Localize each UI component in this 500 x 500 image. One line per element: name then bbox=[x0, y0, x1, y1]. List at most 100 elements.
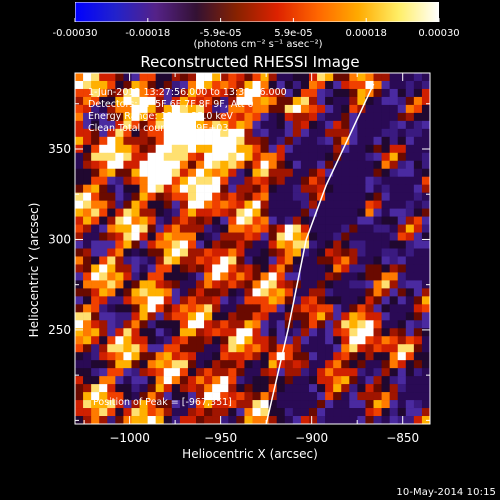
heatmap-cell bbox=[389, 104, 399, 114]
heatmap-cell bbox=[357, 296, 366, 305]
heatmap-cell bbox=[220, 208, 229, 217]
heatmap-cell bbox=[349, 224, 358, 233]
heatmap-cell bbox=[220, 392, 229, 401]
heatmap-cell bbox=[212, 400, 221, 409]
heatmap-cell bbox=[260, 120, 269, 130]
heatmap-cell bbox=[83, 288, 92, 297]
heatmap-cell bbox=[252, 120, 261, 130]
heatmap-cell bbox=[292, 344, 302, 353]
heatmap-cell bbox=[284, 312, 294, 321]
heatmap-cell bbox=[397, 192, 407, 201]
heatmap-cell bbox=[139, 304, 148, 313]
heatmap-cell bbox=[147, 312, 156, 321]
heatmap-cell bbox=[317, 352, 326, 361]
heatmap-cell bbox=[357, 376, 366, 385]
heatmap-cell bbox=[413, 408, 423, 417]
heatmap-cell bbox=[236, 160, 245, 170]
heatmap-cell bbox=[147, 200, 156, 209]
heatmap-cell bbox=[179, 264, 189, 273]
heatmap-cell bbox=[99, 320, 108, 329]
heatmap-cell bbox=[405, 360, 415, 369]
heatmap-cell bbox=[421, 192, 431, 201]
heatmap-cell bbox=[220, 384, 229, 393]
heatmap-cell bbox=[300, 256, 310, 265]
heatmap-cell bbox=[405, 416, 415, 425]
heatmap-cell bbox=[349, 136, 358, 146]
heatmap-cell bbox=[155, 216, 165, 225]
heatmap-cell bbox=[123, 176, 132, 185]
heatmap-cell bbox=[107, 112, 116, 122]
heatmap-cell bbox=[228, 368, 237, 377]
y-tick-label: 350 bbox=[48, 142, 71, 156]
heatmap-cell bbox=[155, 368, 165, 377]
heatmap-cell bbox=[349, 248, 358, 257]
heatmap-cell bbox=[83, 80, 92, 90]
heatmap-cell bbox=[252, 144, 261, 154]
heatmap-cell bbox=[131, 320, 140, 329]
heatmap-cell bbox=[349, 256, 358, 265]
heatmap-cell bbox=[83, 168, 92, 178]
heatmap-cell bbox=[196, 368, 205, 377]
heatmap-cell bbox=[413, 248, 423, 257]
heatmap-cell bbox=[373, 80, 382, 90]
heatmap-cell bbox=[163, 384, 173, 393]
heatmap-cell bbox=[389, 400, 399, 409]
heatmap-cell bbox=[212, 112, 221, 122]
heatmap-cell bbox=[333, 160, 342, 170]
heatmap-cell bbox=[325, 120, 334, 130]
heatmap-cell bbox=[187, 360, 197, 369]
heatmap-cell bbox=[357, 96, 366, 106]
heatmap-cell bbox=[107, 352, 116, 361]
heatmap-cell bbox=[244, 384, 253, 393]
heatmap-cell bbox=[99, 336, 108, 345]
heatmap-cell bbox=[381, 240, 390, 249]
heatmap-cell bbox=[171, 304, 181, 313]
heatmap-cell bbox=[107, 136, 116, 146]
heatmap-cell bbox=[131, 73, 140, 82]
heatmap-cell bbox=[365, 216, 374, 225]
heatmap-cell bbox=[147, 392, 156, 401]
heatmap-cell bbox=[405, 296, 415, 305]
heatmap-cell bbox=[228, 144, 237, 154]
heatmap-cell bbox=[131, 312, 140, 321]
heatmap-cell bbox=[405, 240, 415, 249]
heatmap-cell bbox=[139, 128, 148, 138]
heatmap-cell bbox=[171, 216, 181, 225]
heatmap-cell bbox=[228, 160, 237, 170]
heatmap-cell bbox=[292, 73, 302, 82]
heatmap-cell bbox=[99, 112, 108, 122]
heatmap-cell bbox=[107, 400, 116, 409]
heatmap-cell bbox=[99, 248, 108, 257]
heatmap-cell bbox=[333, 360, 342, 369]
heatmap-cell bbox=[421, 216, 431, 225]
heatmap-cell bbox=[187, 104, 197, 114]
heatmap-cell bbox=[228, 344, 237, 353]
heatmap-cell bbox=[349, 328, 358, 337]
heatmap-cell bbox=[365, 248, 374, 257]
heatmap-cell bbox=[389, 368, 399, 377]
heatmap-cell bbox=[421, 176, 431, 185]
heatmap-cell bbox=[196, 73, 205, 82]
heatmap-cell bbox=[155, 73, 165, 82]
heatmap-cell bbox=[75, 88, 84, 98]
heatmap-cell bbox=[413, 256, 423, 265]
heatmap-cell bbox=[196, 304, 205, 313]
heatmap-cell bbox=[155, 336, 165, 345]
heatmap-cell bbox=[220, 224, 229, 233]
heatmap-cell bbox=[365, 320, 374, 329]
heatmap-cell bbox=[276, 368, 286, 377]
heatmap-cell bbox=[308, 80, 318, 90]
heatmap-cell bbox=[397, 272, 407, 281]
heatmap-cell bbox=[99, 136, 108, 146]
heatmap-cell bbox=[405, 264, 415, 273]
heatmap-cell bbox=[155, 280, 165, 289]
heatmap-cell bbox=[268, 136, 278, 146]
heatmap-cell bbox=[341, 400, 350, 409]
heatmap-cell bbox=[171, 400, 181, 409]
heatmap-cell bbox=[325, 144, 334, 154]
heatmap-cell bbox=[405, 232, 415, 241]
heatmap-cell bbox=[325, 352, 334, 361]
heatmap-cell bbox=[204, 376, 213, 385]
heatmap-cell bbox=[421, 73, 431, 82]
heatmap-cell bbox=[357, 288, 366, 297]
